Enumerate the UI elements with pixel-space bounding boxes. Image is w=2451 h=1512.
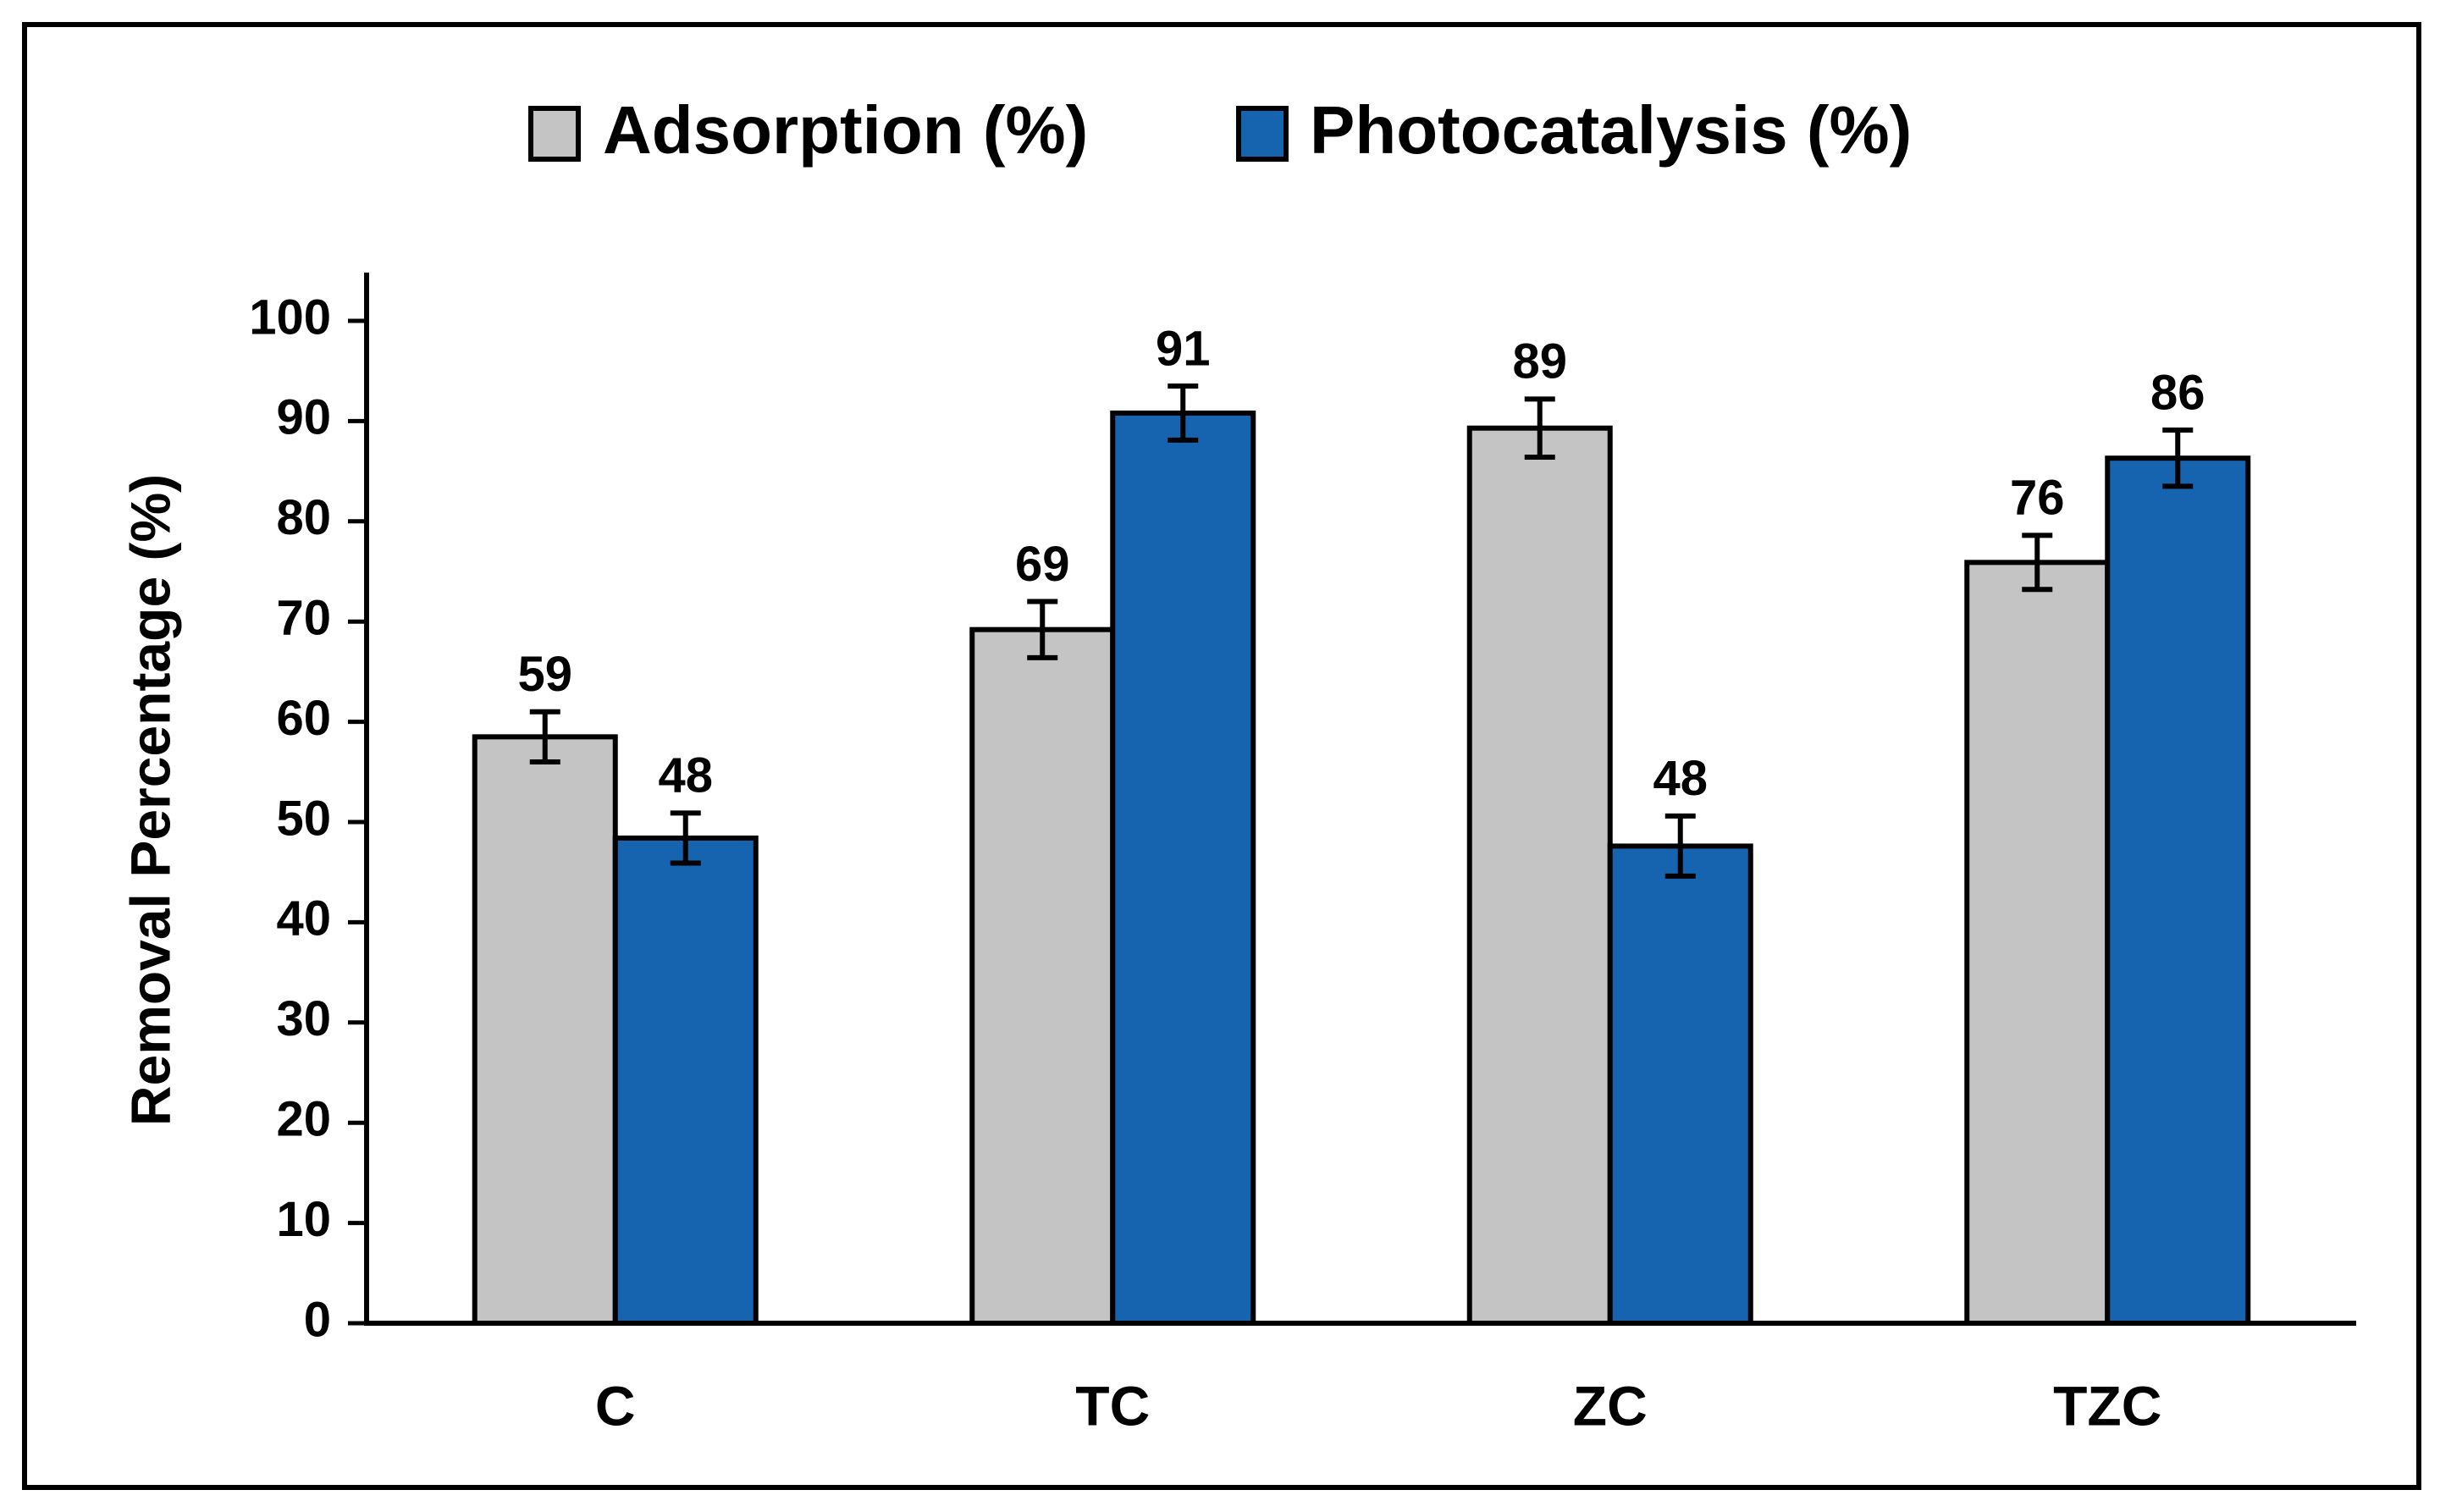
data-label: 89 <box>1512 334 1567 389</box>
x-tick-label: ZC <box>1573 1374 1648 1437</box>
bars <box>472 410 2251 1327</box>
x-axis: C TC ZC TZC <box>595 1374 2161 1437</box>
bar-adsorption-c <box>472 734 618 1326</box>
axes <box>364 273 2356 1326</box>
y-tick-label: 30 <box>276 991 331 1046</box>
data-labels: 59 48 69 91 89 48 76 86 <box>517 321 2205 806</box>
legend-label-adsorption: Adsorption (%) <box>603 92 1088 168</box>
data-label: 91 <box>1156 321 1211 376</box>
legend-swatch-photocatalysis <box>1236 106 1289 162</box>
data-label: 59 <box>517 647 572 702</box>
error-bar <box>1168 383 1199 443</box>
error-bar <box>2022 533 2053 593</box>
y-tick-label: 80 <box>276 490 331 545</box>
y-tick-label: 0 <box>304 1292 331 1347</box>
y-tick-label: 20 <box>276 1092 331 1147</box>
y-tick-label: 50 <box>276 791 331 846</box>
legend-swatch-adsorption <box>528 106 581 162</box>
data-label: 76 <box>2010 471 2065 526</box>
x-tick-label: TZC <box>2053 1374 2161 1437</box>
y-tick-label: 40 <box>276 891 331 946</box>
y-tick-label: 70 <box>276 591 331 646</box>
y-tick-label: 60 <box>276 691 331 746</box>
legend-label-photocatalysis: Photocatalysis (%) <box>1310 92 1912 168</box>
error-bar <box>2162 428 2194 489</box>
error-bar <box>1524 396 1555 461</box>
error-bars <box>529 383 2194 879</box>
error-bar <box>670 810 701 866</box>
bar-adsorption-zc <box>1466 425 1613 1326</box>
data-label: 48 <box>1653 751 1708 806</box>
bar-adsorption-tzc <box>1964 560 2111 1326</box>
bar-photocatalysis-tc <box>1110 410 1256 1327</box>
error-bar <box>529 709 560 764</box>
y-axis-title: Removal Percentage (%) <box>119 474 181 1126</box>
error-bar <box>1027 599 1058 660</box>
data-label: 86 <box>2150 365 2205 420</box>
bar-photocatalysis-c <box>612 835 759 1326</box>
y-tick-label: 10 <box>276 1192 331 1247</box>
bar-photocatalysis-zc <box>1607 843 1753 1326</box>
y-tick-label: 100 <box>249 290 331 345</box>
data-label: 69 <box>1015 537 1070 592</box>
error-bar <box>1664 813 1696 879</box>
x-tick-label: C <box>595 1374 636 1437</box>
legend: Adsorption (%) Photocatalysis (%) <box>528 92 1912 168</box>
data-label: 48 <box>658 748 713 803</box>
y-tick-label: 90 <box>276 390 331 445</box>
y-axis: 0 10 20 30 40 50 60 70 80 90 100 <box>249 290 367 1347</box>
bar-photocatalysis-tzc <box>2105 455 2251 1326</box>
x-tick-label: TC <box>1075 1374 1150 1437</box>
bar-adsorption-tc <box>969 626 1116 1326</box>
